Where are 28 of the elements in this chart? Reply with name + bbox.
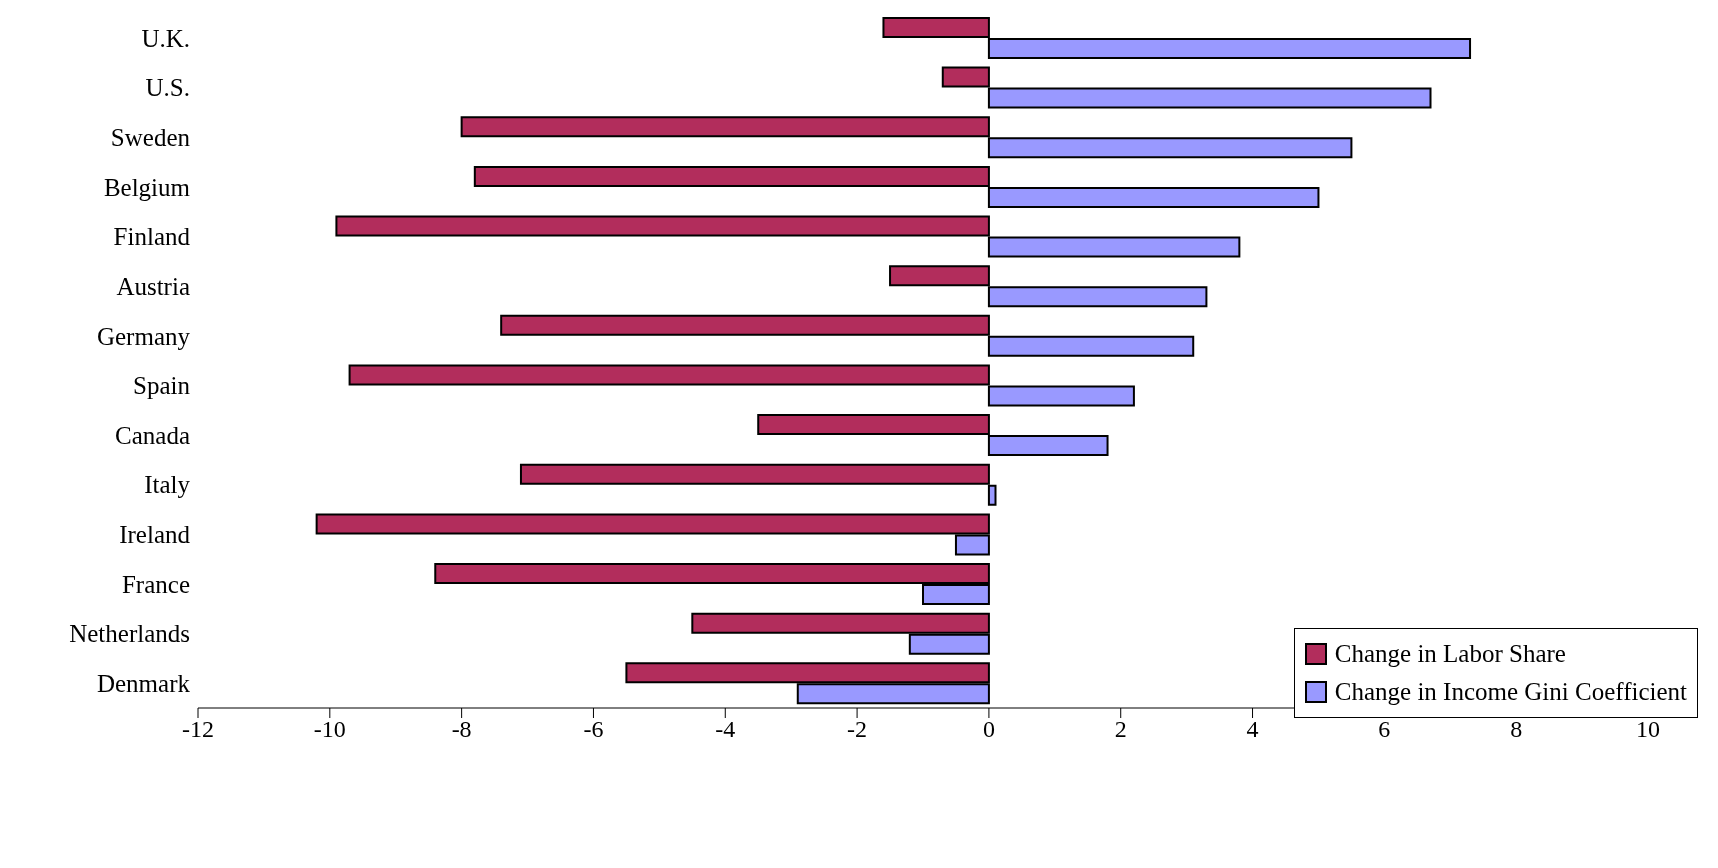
y-tick-label: U.S. xyxy=(145,74,190,102)
y-tick-label: Finland xyxy=(113,223,191,251)
legend-label: Change in Labor Share xyxy=(1334,639,1566,669)
x-tick-label: 6 xyxy=(1378,716,1391,743)
y-tick-label: Belgium xyxy=(103,173,191,201)
x-tick-label: -8 xyxy=(451,716,472,743)
x-tick-label: -2 xyxy=(847,716,868,743)
y-tick-label: Austria xyxy=(116,272,190,300)
y-tick-label: Canada xyxy=(115,421,190,449)
y-tick-label: Spain xyxy=(133,372,191,400)
y-tick-label: France xyxy=(121,570,190,598)
x-tick-label: -6 xyxy=(583,716,604,743)
y-tick-label: U.K. xyxy=(141,24,190,52)
y-tick-label: Denmark xyxy=(96,670,191,698)
x-tick-label: 8 xyxy=(1510,716,1523,743)
x-tick-label: 0 xyxy=(982,716,995,743)
y-tick-label: Germany xyxy=(96,322,191,350)
x-tick-label: -10 xyxy=(313,716,346,743)
y-tick-label: Netherlands xyxy=(69,620,190,648)
y-tick-label: Sweden xyxy=(110,123,191,151)
y-tick-label: Italy xyxy=(144,471,191,499)
x-tick-label: 4 xyxy=(1246,716,1259,743)
legend-label: Change in Income Gini Coefficient xyxy=(1334,677,1687,707)
x-tick-label: -4 xyxy=(715,716,736,743)
y-tick-label: Ireland xyxy=(119,521,191,549)
x-tick-label: 10 xyxy=(1636,716,1660,743)
x-tick-label: -12 xyxy=(182,716,214,743)
x-tick-label: 2 xyxy=(1114,716,1127,743)
